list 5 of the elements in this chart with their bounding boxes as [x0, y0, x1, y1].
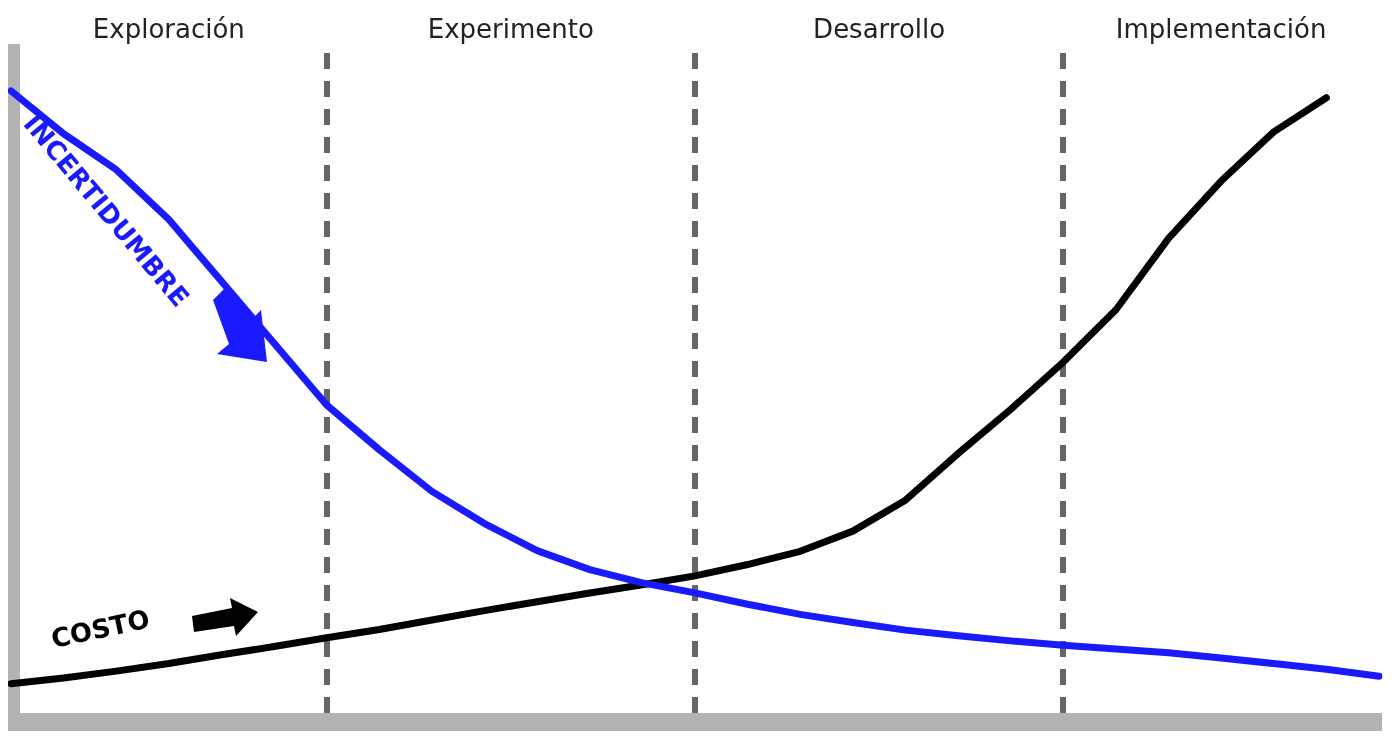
text: Implementación [1115, 13, 1327, 44]
text: Experimento [427, 13, 594, 44]
text: Desarrollo [813, 13, 946, 44]
text: Exploración [92, 13, 245, 44]
legend-label: COSTO [48, 603, 153, 654]
